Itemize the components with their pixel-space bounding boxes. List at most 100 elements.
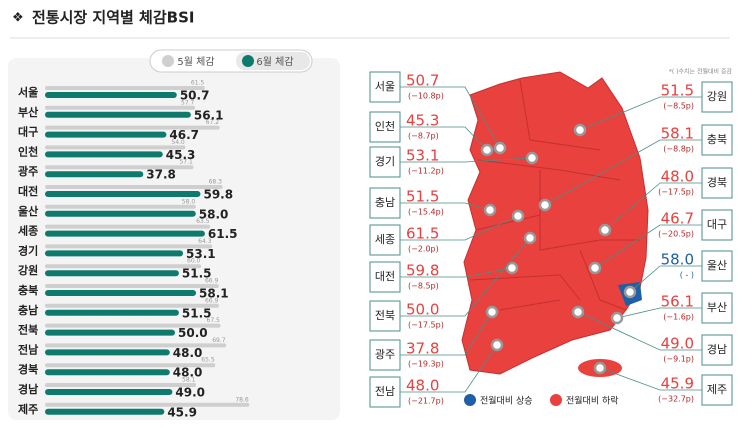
value-label-june: 59.8 — [203, 188, 233, 202]
bar-june — [45, 309, 179, 316]
region-name: 전남 — [375, 385, 395, 398]
category-label: 서울 — [18, 85, 38, 99]
region-dot — [490, 338, 504, 352]
value-label-may: 64.3 — [198, 238, 212, 245]
region-name: 대전 — [375, 270, 395, 283]
region-change: (−15.4p) — [408, 208, 444, 217]
region-dot — [573, 123, 587, 137]
value-label-june: 46.7 — [169, 128, 199, 142]
value-label-may: 68.3 — [209, 179, 223, 186]
value-label-may: 58.1 — [182, 377, 196, 384]
bar-may — [45, 185, 223, 189]
value-label-may: 66.9 — [205, 297, 219, 304]
region-value: 51.5 — [406, 188, 439, 206]
category-label: 광주 — [18, 165, 38, 178]
region-change: (−32.7p) — [658, 395, 694, 404]
region-value: 58.0 — [661, 251, 694, 269]
bar-may — [45, 165, 194, 170]
bar-june — [45, 230, 205, 237]
bar-may — [45, 145, 186, 150]
category-label: 제주 — [18, 402, 38, 416]
region-box — [369, 111, 401, 143]
leader-line — [400, 267, 513, 278]
region-name: 부산 — [707, 301, 727, 314]
region-dot — [493, 141, 507, 155]
region-change: (−9.1p) — [663, 355, 694, 364]
region-change: (−19.3p) — [408, 360, 444, 369]
bar-may — [45, 284, 219, 288]
region-box — [369, 224, 401, 256]
value-label-may: 78.6 — [235, 396, 249, 403]
bar-june — [45, 131, 167, 138]
map-legend-marker — [464, 394, 476, 406]
region-dot — [588, 261, 602, 275]
bar-may — [45, 343, 227, 348]
value-label-may: 67.5 — [207, 317, 221, 324]
region-value: 45.9 — [661, 375, 694, 393]
value-label-june: 51.5 — [182, 267, 212, 281]
bar-june — [45, 349, 170, 356]
value-label-may: 65.5 — [201, 357, 215, 364]
category-label: 경남 — [18, 382, 38, 396]
category-label: 전남 — [18, 342, 38, 356]
value-label-june: 49.0 — [175, 386, 205, 400]
bar-may — [45, 125, 220, 130]
region-change: (−17.5p) — [658, 188, 694, 197]
region-dot — [485, 305, 499, 319]
value-label-may: 60.0 — [187, 258, 201, 265]
region-box — [701, 124, 733, 156]
legend-active — [236, 52, 310, 70]
value-label-may: 57.7 — [181, 99, 195, 106]
region-value: 61.5 — [406, 225, 439, 243]
region-value: 48.0 — [661, 168, 694, 186]
region-box — [369, 376, 401, 408]
leader-line — [599, 367, 702, 391]
region-change: (−20.5p) — [658, 230, 694, 239]
value-label-june: 58.1 — [199, 287, 229, 301]
region-box — [701, 334, 733, 366]
leader-line — [400, 86, 501, 149]
value-label-june: 37.8 — [146, 168, 176, 182]
region-name: 충남 — [375, 196, 395, 209]
region-box — [701, 81, 733, 113]
region-change: (−1.6p) — [663, 313, 694, 322]
bar-may — [45, 264, 201, 269]
legend-marker — [242, 55, 254, 67]
bar-may — [45, 105, 196, 110]
category-label: 인천 — [18, 144, 38, 158]
value-label-may: 58.0 — [182, 198, 196, 205]
value-label-may: 61.5 — [191, 80, 205, 87]
bar-june — [45, 191, 201, 197]
bar-june — [45, 210, 196, 217]
region-name: 울산 — [707, 259, 727, 272]
value-label-may: 67.2 — [206, 119, 220, 126]
bar-june — [45, 111, 191, 118]
legend-label: 5월 체감 — [177, 56, 214, 68]
region-change: (−21.7p) — [408, 397, 444, 406]
category-label: 부산 — [18, 105, 38, 119]
value-label-june: 50.7 — [180, 89, 210, 103]
region-value: 45.3 — [406, 112, 439, 130]
region-dot — [538, 198, 552, 212]
value-label-june: 45.3 — [166, 148, 196, 162]
category-label: 전북 — [18, 323, 38, 337]
bar-may — [45, 383, 197, 387]
bar-june — [45, 369, 170, 376]
region-box — [701, 292, 733, 324]
region-dot — [523, 231, 537, 245]
bar-may — [45, 303, 219, 308]
region-change: (−11.2p) — [408, 167, 444, 176]
bar-june — [45, 389, 173, 395]
region-dot — [483, 203, 497, 217]
region-value: 56.1 — [661, 293, 694, 311]
region-change: (−8.8p) — [663, 145, 694, 154]
value-label-june: 58.0 — [199, 207, 229, 221]
region-box — [369, 261, 401, 293]
bar-may — [45, 363, 216, 368]
region-name: 광주 — [375, 348, 395, 361]
bar-june — [45, 408, 165, 415]
value-label-may: 54.0 — [171, 139, 185, 146]
category-label: 울산 — [18, 204, 38, 218]
region-change: (−8.7p) — [408, 132, 439, 141]
